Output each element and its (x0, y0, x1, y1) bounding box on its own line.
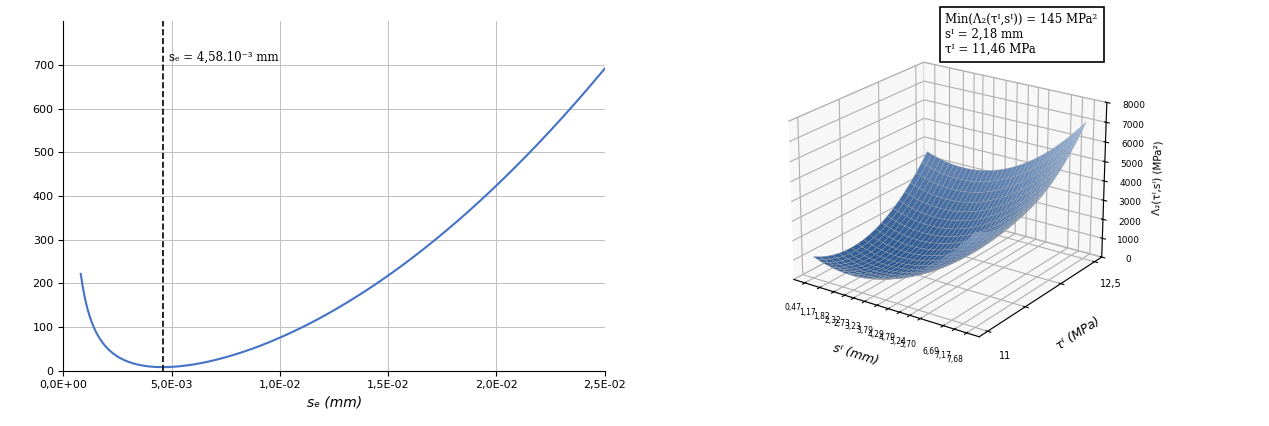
X-axis label: sₑ (mm): sₑ (mm) (307, 396, 362, 410)
Text: Min(Λ₂(τᴵ,sᴵ)) = 145 MPa²
sᴵ = 2,18 mm
τᴵ = 11,46 MPa: Min(Λ₂(τᴵ,sᴵ)) = 145 MPa² sᴵ = 2,18 mm τ… (945, 13, 1098, 56)
Y-axis label: τᴵ (MPa): τᴵ (MPa) (1055, 315, 1103, 353)
Text: sₑ = 4,58.10⁻³ mm: sₑ = 4,58.10⁻³ mm (169, 51, 279, 63)
X-axis label: sᴵ (mm): sᴵ (mm) (831, 342, 881, 368)
